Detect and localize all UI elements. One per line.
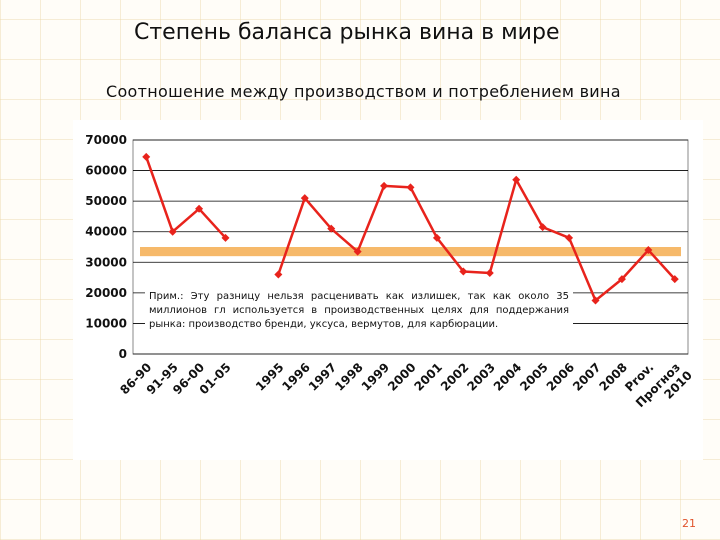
data-point: [485, 268, 494, 277]
data-point: [142, 152, 151, 161]
data-point: [300, 194, 309, 203]
data-point: [591, 296, 600, 305]
data-point: [459, 267, 468, 276]
x-tick-label: 2008: [597, 360, 631, 394]
series-line: [277, 178, 676, 302]
x-tick-label: 2006: [544, 360, 578, 394]
data-point: [353, 247, 362, 256]
y-tick-label: 20000: [85, 286, 127, 300]
x-tick-label: 1996: [279, 360, 313, 394]
data-point: [406, 183, 415, 192]
x-tick-label: 2003: [464, 360, 498, 394]
data-point: [168, 227, 177, 236]
line-chart: 0100002000030000400005000060000700001 00…: [85, 133, 695, 460]
x-tick-label: 1997: [306, 360, 340, 394]
data-point: [380, 181, 389, 190]
y-tick-label: 0: [119, 347, 127, 361]
data-point: [538, 223, 547, 232]
callout-pointer: [613, 454, 633, 460]
x-tick-label: 1999: [359, 360, 393, 394]
y-tick-label: 10000: [85, 316, 127, 330]
chart-subtitle: Соотношение между производством и потреб…: [106, 82, 621, 101]
y-tick-label: 40000: [85, 225, 127, 239]
series-line: [145, 156, 227, 239]
x-tick-label: 1998: [332, 360, 366, 394]
data-point: [512, 175, 521, 184]
x-tick-label: 2001: [412, 360, 446, 394]
data-point: [670, 275, 679, 284]
slide-title: Степень баланса рынка вина в мире: [134, 20, 560, 45]
data-point: [565, 233, 574, 242]
page-number: 21: [682, 517, 696, 530]
balance-band: [140, 247, 681, 257]
x-tick-label: 1995: [253, 360, 287, 394]
data-point: [274, 270, 283, 279]
x-tick-label: 2005: [517, 360, 551, 394]
y-tick-label: 50000: [85, 194, 127, 208]
data-point: [644, 246, 653, 255]
x-tick-label: 2007: [570, 360, 604, 394]
data-point: [195, 204, 204, 213]
data-point: [432, 233, 441, 242]
y-tick-label: 60000: [85, 164, 127, 178]
x-tick-label: 2002: [438, 360, 472, 394]
y-tick-label: 70000: [85, 133, 127, 147]
data-point: [617, 275, 626, 284]
chart-note: Прим.: Эту разницу нельзя расценивать ка…: [145, 288, 573, 334]
data-point: [327, 224, 336, 233]
x-tick-label: 2004: [491, 360, 525, 394]
data-point: [221, 233, 230, 242]
y-tick-label: 30000: [85, 255, 127, 269]
x-tick-label: 2000: [385, 360, 419, 394]
